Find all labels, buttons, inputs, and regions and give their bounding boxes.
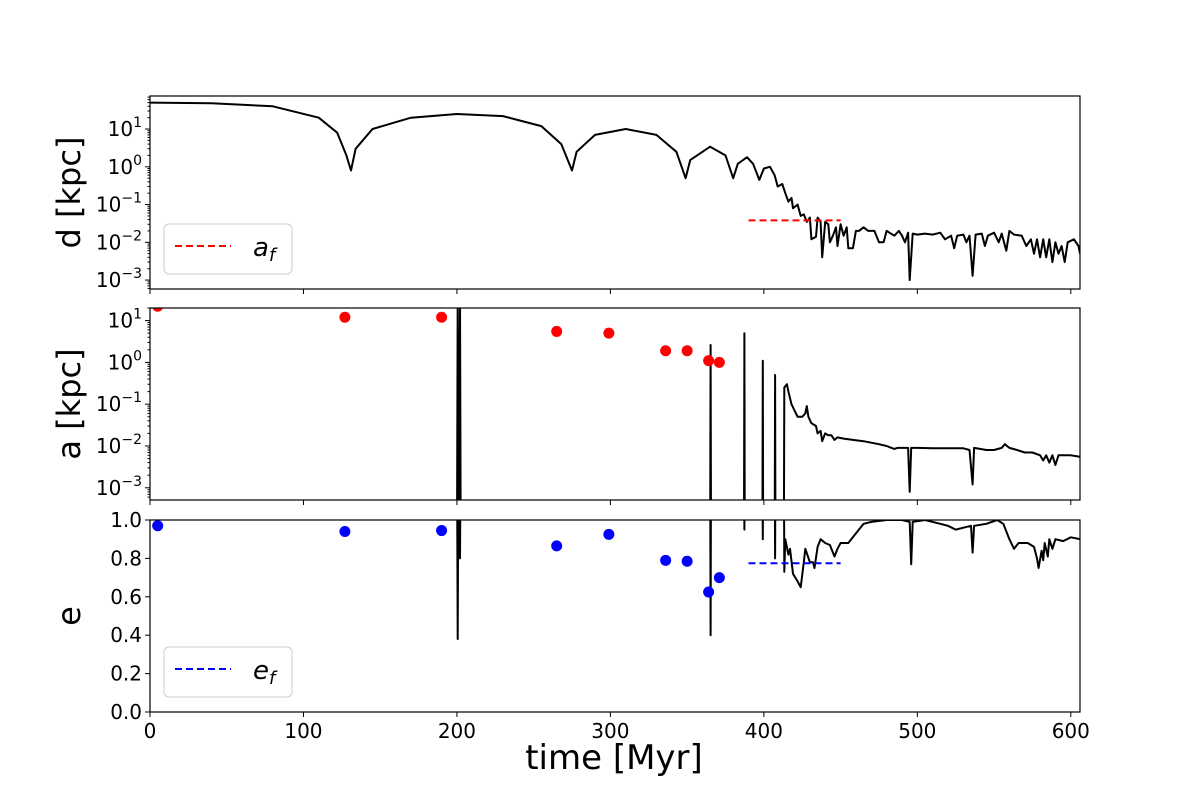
- series-line: [456, 520, 1080, 640]
- data-point: [152, 308, 163, 312]
- series-line: [150, 101, 1080, 282]
- legend-box: [163, 646, 293, 698]
- series-line: [456, 308, 1080, 500]
- y-tick-label: 10−3: [96, 266, 142, 292]
- legend-label: ef: [253, 656, 278, 689]
- data-point: [681, 555, 693, 567]
- x-tick-label: 0: [144, 719, 157, 743]
- x-tick-label: 300: [591, 719, 629, 743]
- y-tick-label: 100: [108, 348, 142, 374]
- data-point: [339, 311, 351, 323]
- data-point: [713, 572, 725, 584]
- x-tick-label: 600: [1052, 719, 1090, 743]
- legend-box: [163, 223, 293, 275]
- y-tick-label: 0.8: [110, 546, 142, 570]
- panel-1: 10−3 10−2 10−1 100 101 d [kpc] af: [50, 95, 1081, 294]
- y-tick-label: 0.4: [110, 623, 142, 647]
- x-tick-label: 100: [284, 719, 322, 743]
- y-tick-label: 10−2: [96, 228, 142, 254]
- data-point: [703, 355, 715, 367]
- data-point: [551, 540, 563, 552]
- legend-label: af: [253, 233, 278, 266]
- data-point: [551, 325, 563, 337]
- data-point: [713, 356, 725, 368]
- axes-frame: [149, 95, 1081, 290]
- y-tick-label: 10−3: [96, 474, 142, 500]
- axes-frame: [149, 519, 1081, 713]
- y-tick-label: 10−1: [96, 390, 142, 416]
- data-point: [436, 525, 448, 537]
- y-tick-label: 101: [108, 307, 142, 333]
- x-tick-label: 200: [438, 719, 476, 743]
- y-tick-label: 101: [108, 115, 142, 141]
- data-point: [436, 311, 448, 323]
- x-axis-label: time [Myr]: [525, 738, 703, 778]
- y-tick-label: 10−2: [96, 432, 142, 458]
- y-axis-label: e: [50, 606, 88, 626]
- legend: ef: [163, 646, 293, 698]
- data-point: [660, 554, 672, 566]
- y-tick-label: 0.2: [110, 662, 142, 686]
- y-tick-label: 10−1: [96, 191, 142, 217]
- y-tick-label: 0.0: [110, 700, 142, 724]
- y-tick-label: 1.0: [110, 508, 142, 532]
- y-axis-label: a [kpc]: [50, 348, 88, 459]
- x-tick-label: 400: [745, 719, 783, 743]
- x-tick-label: 500: [898, 719, 936, 743]
- axes-frame: [149, 307, 1081, 501]
- panel-2: 10−3 10−2 10−1 100 101 a [kpc]: [50, 307, 1081, 505]
- y-tick-label: 0.6: [110, 585, 142, 609]
- data-point: [152, 520, 164, 532]
- data-point: [603, 327, 615, 339]
- data-point: [681, 345, 693, 357]
- data-point: [660, 345, 672, 357]
- y-axis-label: d [kpc]: [50, 137, 88, 249]
- y-tick-label: 100: [108, 153, 142, 179]
- data-point: [603, 528, 615, 540]
- panel-3: 0 100 200 300 400 500 600 0.0 0.2 0.4 0.6 0.8 1.0 e ef: [50, 508, 1090, 743]
- data-point: [703, 586, 715, 598]
- data-point: [339, 526, 351, 538]
- legend: af: [163, 223, 293, 275]
